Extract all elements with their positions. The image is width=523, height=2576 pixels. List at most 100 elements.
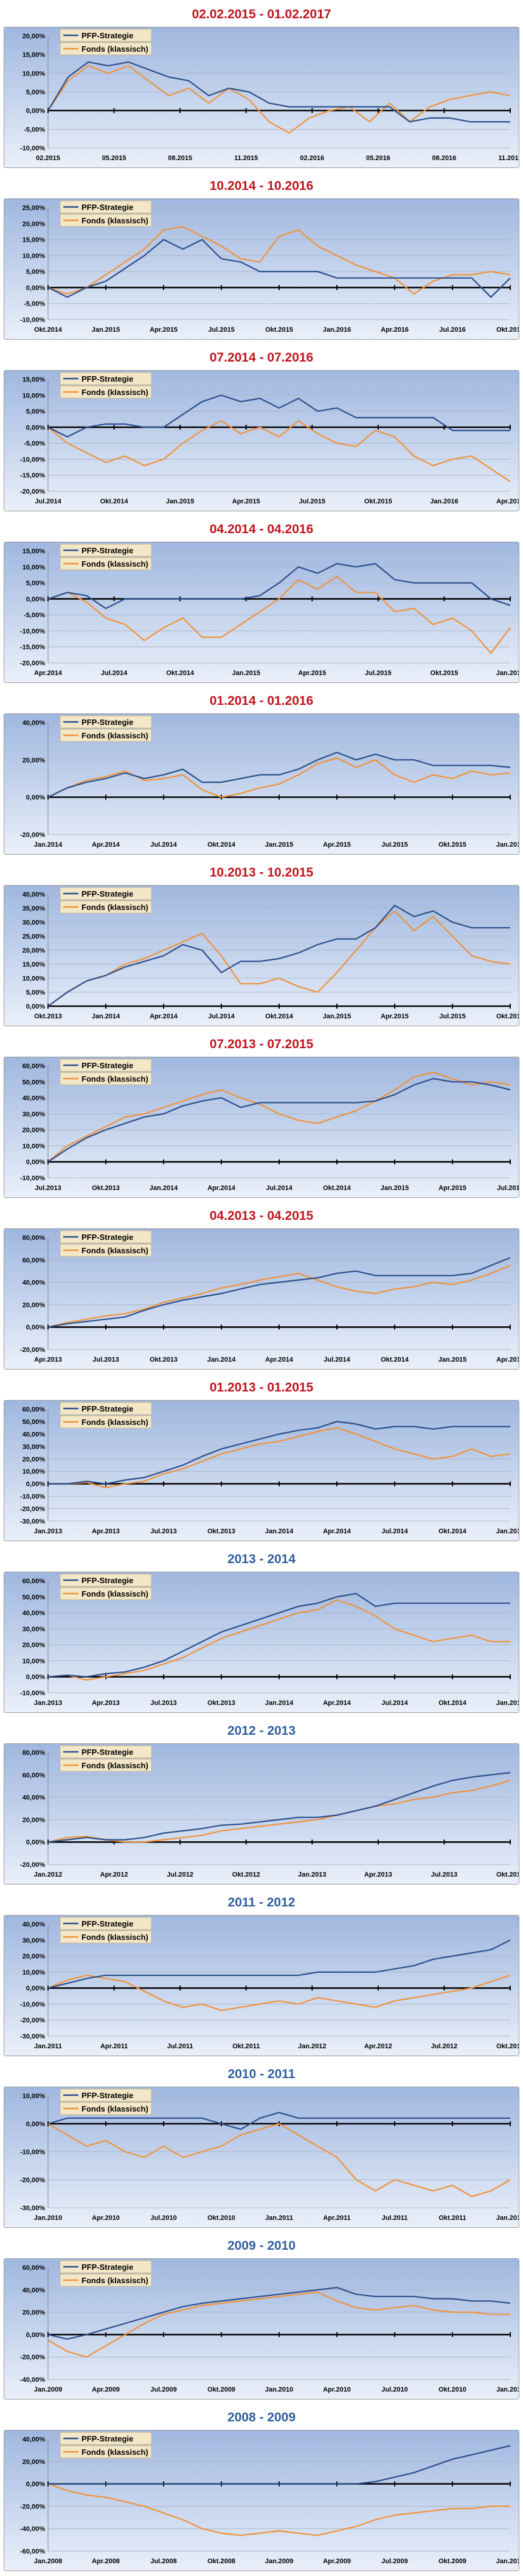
series-line [47, 2291, 510, 2358]
chart-title: 2008 - 2009 [227, 2410, 296, 2424]
legend-label: PFP-Strategie [81, 31, 133, 40]
legend: PFP-Strategie Fonds (klassisch) [60, 1059, 152, 1085]
legend-entry-bg [60, 372, 152, 385]
chart-panel: 2011 - 2012 40,00% 30,00% 20,00% 10,00% 0,00%… [4, 1894, 519, 2056]
x-tick-label: Jul.2015 [439, 1013, 465, 1020]
legend: PFP-Strategie Fonds (klassisch) [60, 544, 152, 570]
x-tick-label: Okt.2012 [232, 1871, 260, 1878]
x-tick-label: Apr.2011 [323, 2214, 350, 2222]
y-tick-label: -20,00% [20, 2503, 45, 2510]
series-line [47, 2112, 510, 2130]
line-chart: 15,00% 10,00% 5,00% 0,00% -5,00% -10,00% -15,0… [4, 371, 519, 511]
x-tick-label: Okt.2015 [496, 1013, 519, 1020]
x-tick-label: Okt.2016 [496, 326, 519, 334]
line-chart: 40,00% 20,00% 0,00% -20,00% Jan.2014 Apr.2014… [4, 714, 519, 854]
chart-panel: 10.2014 - 10.2016 25,00% 20,00% 15,00% 10,00… [4, 178, 519, 340]
x-tick-label: Okt.2014 [166, 670, 195, 677]
x-tick-label: Okt.2010 [207, 2214, 235, 2222]
x-tick-label: Apr.2015 [438, 1185, 466, 1192]
x-tick-label: Jul.2013 [150, 1528, 176, 1535]
legend-entry-bg [60, 385, 152, 399]
x-tick-label: Okt.2013 [207, 1699, 235, 1707]
y-tick-label: 10,00% [23, 392, 46, 399]
x-tick-label: Jan.2013 [34, 1699, 62, 1707]
legend: PFP-Strategie Fonds (klassisch) [60, 1573, 152, 1600]
x-tick-label: Jan.2010 [34, 2214, 62, 2222]
legend: PFP-Strategie Fonds (klassisch) [60, 2260, 152, 2287]
legend-label: PFP-Strategie [81, 718, 133, 727]
y-tick-label: -30,00% [20, 2033, 45, 2040]
y-tick-label: 50,00% [23, 1079, 46, 1086]
x-tick-label: Okt.2014 [265, 1013, 294, 1020]
y-tick-label: -20,00% [20, 1506, 45, 1513]
x-tick-label: Okt.2014 [381, 1356, 409, 1363]
legend-entry-bg [60, 1415, 152, 1429]
x-tick-label: 11.2015 [234, 155, 258, 162]
y-tick-label: 20,00% [23, 947, 46, 954]
series-line [47, 2286, 511, 2340]
x-tick-label: 05.2016 [366, 155, 390, 162]
chart-title: 2011 - 2012 [227, 1895, 296, 1909]
x-tick-label: Jan.2015 [265, 841, 293, 849]
legend-label: Fonds (klassisch) [81, 2448, 148, 2457]
legend-label: PFP-Strategie [81, 1061, 133, 1070]
y-tick-label: 40,00% [23, 1431, 46, 1438]
y-tick-label: 10,00% [23, 253, 46, 260]
series-line [47, 394, 510, 438]
x-tick-label: Jan.2008 [34, 2558, 62, 2565]
x-tick-label: Jul.2012 [431, 2043, 457, 2050]
chart-frame: 40,00% 30,00% 20,00% 10,00% 0,00% -10,00% -20,… [4, 1915, 519, 2056]
x-tick-label: Apr.2010 [323, 2386, 351, 2393]
x-tick-label: Apr.2014 [323, 1699, 352, 1707]
series-line [47, 1592, 510, 1678]
chart-panel: 2010 - 2011 10,00% 0,00% -10,00% -20,00% -30,… [4, 2066, 519, 2228]
legend-label: PFP-Strategie [81, 2263, 133, 2272]
y-tick-label: -5,00% [24, 301, 45, 308]
y-tick-label: -10,00% [20, 628, 45, 635]
legend: PFP-Strategie Fonds (klassisch) [60, 1745, 152, 1772]
y-tick-label: 50,00% [23, 1594, 46, 1601]
x-tick-label: Jul.2014 [266, 1185, 293, 1192]
y-tick-label: 0,00% [26, 1003, 45, 1010]
y-tick-label: 5,00% [26, 989, 45, 996]
x-tick-label: Apr.2015 [150, 326, 178, 334]
chart-panel: 01.2014 - 01.2016 40,00% 20,00% 0,00% -20,00… [4, 693, 519, 855]
x-tick-label: Jul.2010 [150, 2214, 176, 2222]
y-tick-label: -40,00% [20, 2376, 45, 2384]
series-line [47, 575, 511, 654]
x-tick-label: Jul.2014 [324, 1356, 350, 1363]
line-chart: 25,00% 20,00% 15,00% 10,00% 5,00% 0,00% -5,00%… [4, 199, 519, 339]
x-tick-label: Apr.2015 [496, 1356, 519, 1363]
series-line [47, 1599, 510, 1681]
x-tick-label: 02.2015 [36, 155, 60, 162]
y-tick-label: 40,00% [23, 2287, 46, 2294]
y-tick-label: 40,00% [23, 2436, 46, 2443]
legend: PFP-Strategie Fonds (klassisch) [60, 887, 152, 914]
legend-label: PFP-Strategie [81, 1576, 133, 1585]
x-tick-label: Jul.2013 [35, 1185, 61, 1192]
y-tick-label: 15,00% [23, 52, 46, 59]
series-line [47, 1077, 511, 1163]
x-tick-label: Okt.2014 [100, 498, 129, 505]
legend: PFP-Strategie Fonds (klassisch) [60, 2432, 152, 2459]
legend-label: PFP-Strategie [81, 889, 133, 898]
legend-label: Fonds (klassisch) [81, 903, 148, 912]
x-tick-label: Jan.2009 [34, 2386, 62, 2393]
y-tick-label: -15,00% [20, 472, 45, 480]
series-line [47, 757, 511, 798]
x-tick-label: Jul.2014 [381, 1528, 408, 1535]
y-tick-label: -30,00% [20, 2205, 45, 2212]
y-tick-label: 0,00% [26, 2481, 45, 2488]
x-tick-label: Apr.2009 [92, 2386, 120, 2393]
legend-entry-bg [60, 214, 152, 227]
y-tick-label: -5,00% [24, 440, 45, 447]
x-tick-label: Jan.2014 [150, 1185, 178, 1192]
x-tick-label: Okt.2015 [265, 326, 293, 334]
chart-title: 10.2013 - 10.2015 [209, 866, 314, 880]
legend: PFP-Strategie Fonds (klassisch) [60, 200, 152, 227]
x-tick-label: Apr.2015 [232, 498, 260, 505]
y-tick-label: 30,00% [23, 1626, 46, 1633]
legend-label: Fonds (klassisch) [81, 1246, 148, 1255]
x-tick-label: Apr.2014 [92, 841, 120, 849]
